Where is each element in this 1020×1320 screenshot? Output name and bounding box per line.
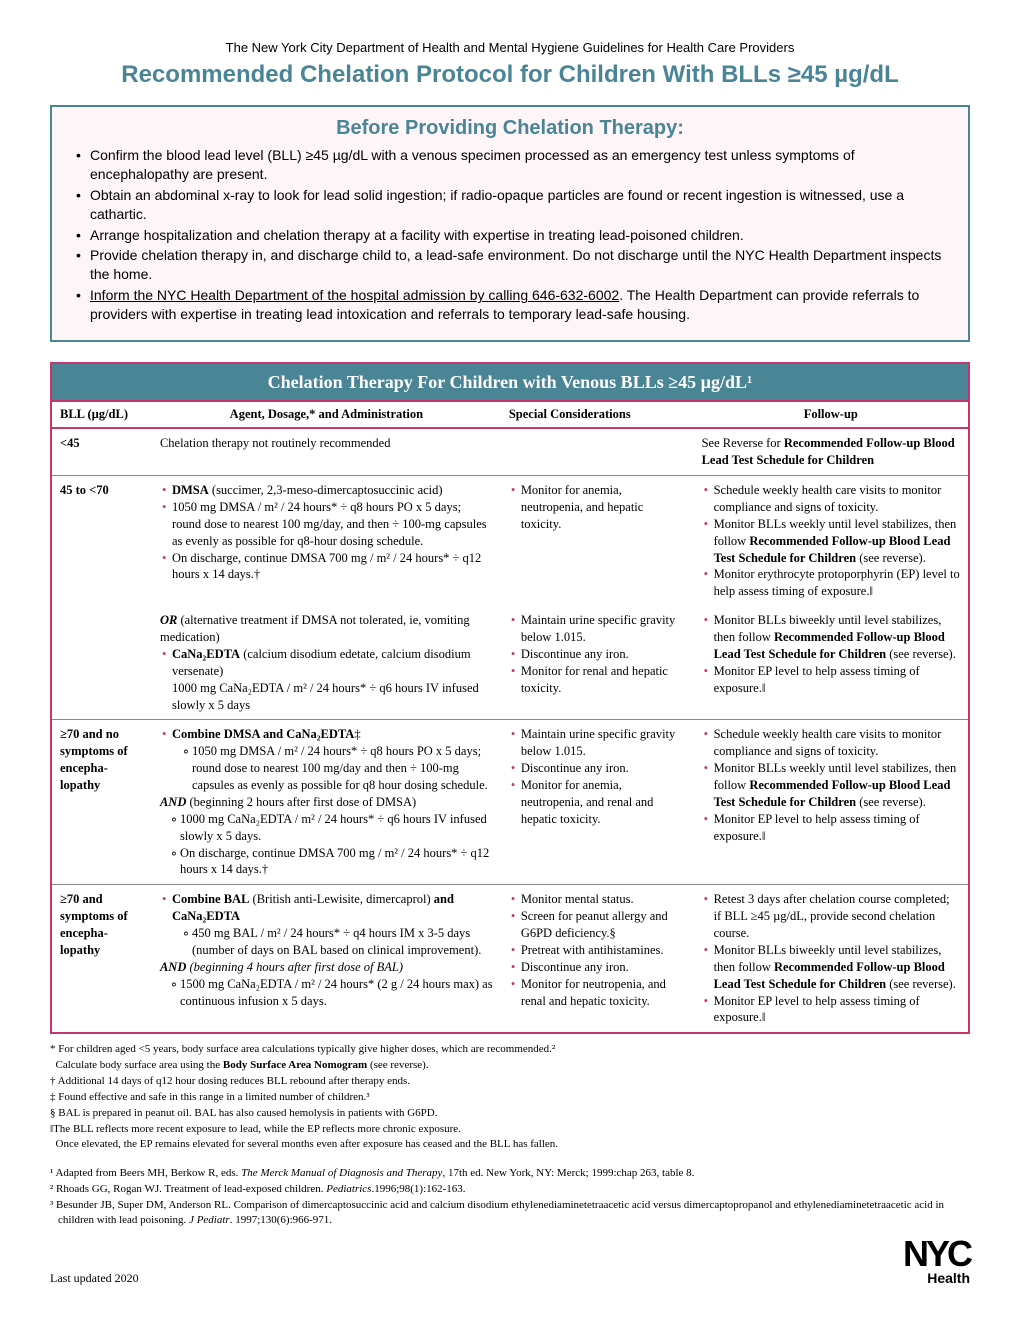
before-bullet: Confirm the blood lead level (BLL) ≥45 µ… — [70, 146, 950, 184]
table-header-row: BLL (µg/dL) Agent, Dosage,* and Administ… — [51, 401, 969, 428]
before-bullet-list: Confirm the blood lead level (BLL) ≥45 µ… — [70, 146, 950, 324]
cell-followup: Monitor BLLs biweekly until level stabil… — [694, 606, 969, 720]
col-special: Special Considerations — [501, 401, 694, 428]
cell-special: Maintain urine specific gravity below 1.… — [501, 720, 694, 885]
table-row: 45 to <70DMSA (succimer, 2,3-meso-dimerc… — [51, 476, 969, 607]
cell-special — [501, 428, 694, 475]
reference: ³ Besunder JB, Super DM, Anderson RL. Co… — [50, 1198, 970, 1228]
footnote: § BAL is prepared in peanut oil. BAL has… — [50, 1106, 970, 1121]
logo-nyc: NYC — [903, 1238, 970, 1270]
reference: ² Rhoads GG, Rogan WJ. Treatment of lead… — [50, 1182, 970, 1197]
cell-special: Monitor for anemia, neutropenia, and hep… — [501, 476, 694, 607]
table-row: <45Chelation therapy not routinely recom… — [51, 428, 969, 475]
before-bullet: Inform the NYC Health Department of the … — [70, 286, 950, 324]
before-title: Before Providing Chelation Therapy: — [70, 117, 950, 140]
cell-agent: Combine DMSA and CaNa₂EDTA‡1050 mg DMSA … — [152, 720, 501, 885]
table-row: ≥70 and no symptoms of encepha-lopathyCo… — [51, 720, 969, 885]
reference: ¹ Adapted from Beers MH, Berkow R, eds. … — [50, 1166, 970, 1181]
footer: Last updated 2020 NYC Health — [50, 1238, 970, 1286]
cell-agent: Chelation therapy not routinely recommen… — [152, 428, 501, 475]
cell-bll: ≥70 and symptoms of encepha-lopathy — [51, 885, 152, 1034]
before-therapy-box: Before Providing Chelation Therapy: Conf… — [50, 105, 970, 342]
cell-agent: OR (alternative treatment if DMSA not to… — [152, 606, 501, 720]
cell-bll — [51, 606, 152, 720]
footnote: ‡ Found effective and safe in this range… — [50, 1090, 970, 1105]
footnotes: * For children aged <5 years, body surfa… — [50, 1042, 970, 1152]
before-bullet: Provide chelation therapy in, and discha… — [70, 246, 950, 284]
references: ¹ Adapted from Beers MH, Berkow R, eds. … — [50, 1166, 970, 1227]
last-updated: Last updated 2020 — [50, 1271, 139, 1286]
cell-special: Monitor mental status.Screen for peanut … — [501, 885, 694, 1034]
table-row: ≥70 and symptoms of encepha-lopathyCombi… — [51, 885, 969, 1034]
cell-agent: Combine BAL (British anti-Lewisite, dime… — [152, 885, 501, 1034]
col-bll: BLL (µg/dL) — [51, 401, 152, 428]
cell-bll: ≥70 and no symptoms of encepha-lopathy — [51, 720, 152, 885]
nyc-health-logo: NYC Health — [903, 1238, 970, 1286]
before-bullet: Obtain an abdominal x-ray to look for le… — [70, 186, 950, 224]
col-agent: Agent, Dosage,* and Administration — [152, 401, 501, 428]
cell-bll: 45 to <70 — [51, 476, 152, 607]
cell-followup: See Reverse for Recommended Follow-up Bl… — [694, 428, 969, 475]
footnote: † Additional 14 days of q12 hour dosing … — [50, 1074, 970, 1089]
footnote: Once elevated, the EP remains elevated f… — [50, 1137, 970, 1152]
footnote: ‖The BLL reflects more recent exposure t… — [50, 1122, 970, 1137]
cell-agent: DMSA (succimer, 2,3-meso-dimercaptosucci… — [152, 476, 501, 607]
table-row: OR (alternative treatment if DMSA not to… — [51, 606, 969, 720]
cell-special: Maintain urine specific gravity below 1.… — [501, 606, 694, 720]
chelation-table: Chelation Therapy For Children with Veno… — [50, 362, 970, 1034]
col-followup: Follow-up — [694, 401, 969, 428]
main-title: Recommended Chelation Protocol for Child… — [50, 61, 970, 89]
before-bullet: Arrange hospitalization and chelation th… — [70, 226, 950, 245]
cell-followup: Retest 3 days after chelation course com… — [694, 885, 969, 1034]
cell-bll: <45 — [51, 428, 152, 475]
header-line: The New York City Department of Health a… — [50, 40, 970, 55]
footnote: Calculate body surface area using the Bo… — [50, 1058, 970, 1073]
cell-followup: Schedule weekly health care visits to mo… — [694, 476, 969, 607]
footnote: * For children aged <5 years, body surfa… — [50, 1042, 970, 1057]
table-title: Chelation Therapy For Children with Veno… — [51, 363, 969, 401]
cell-followup: Schedule weekly health care visits to mo… — [694, 720, 969, 885]
